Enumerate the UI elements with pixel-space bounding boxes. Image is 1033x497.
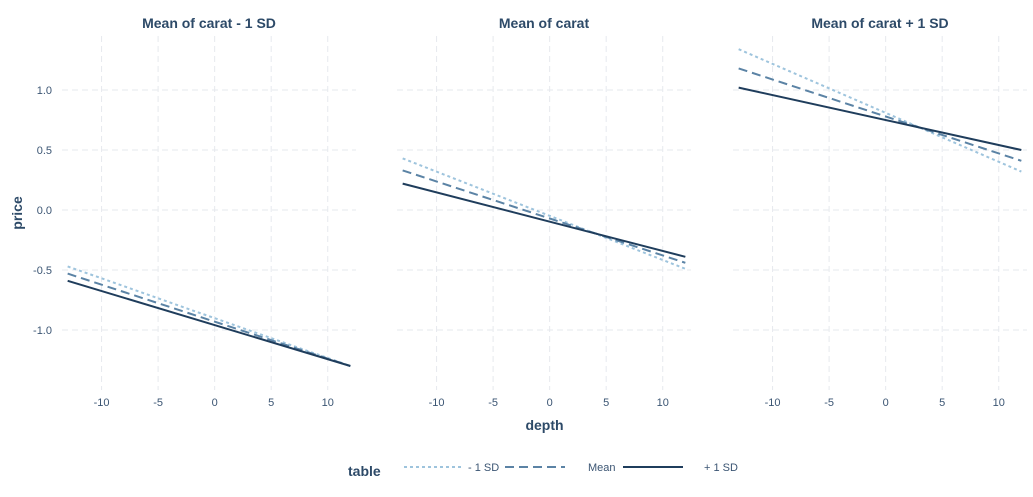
y-tick-label: 1.0 [37,85,52,97]
y-tick-label: 0.5 [37,145,52,157]
series-line [402,182,686,258]
x-tick-label: 5 [603,397,609,409]
series-line [67,265,351,367]
x-tick-label: 5 [939,397,945,409]
panel-title: Mean of carat + 1 SD [811,15,948,31]
series-line [738,67,1022,162]
series-line [738,48,1022,173]
series-line [67,272,351,367]
panel-title: Mean of carat - 1 SD [142,15,276,31]
legend-title: table [348,463,381,479]
x-tick-label: 0 [883,397,889,409]
x-tick-label: -10 [94,397,110,409]
x-tick-label: 5 [268,397,274,409]
x-tick-label: -10 [429,397,445,409]
x-tick-label: 10 [657,397,669,409]
x-tick-label: -5 [824,397,834,409]
y-tick-label: 0.0 [37,205,52,217]
x-tick-label: -5 [488,397,498,409]
x-tick-label: 10 [993,397,1005,409]
y-tick-label: -0.5 [33,265,52,277]
y-axis-title: price [9,196,25,230]
x-tick-label: 0 [212,397,218,409]
legend-label: + 1 SD [704,462,738,474]
x-tick-label: -5 [153,397,163,409]
series-line [67,279,351,367]
legend-label: Mean [588,462,616,474]
series-line [402,169,686,264]
legend-label: - 1 SD [468,462,499,474]
x-tick-label: -10 [765,397,781,409]
x-tick-label: 10 [322,397,334,409]
series-line [738,86,1022,151]
panel-title: Mean of carat [499,15,590,31]
series-line [402,157,686,270]
x-axis-title: depth [525,417,563,433]
y-tick-label: -1.0 [33,325,52,337]
x-tick-label: 0 [547,397,553,409]
